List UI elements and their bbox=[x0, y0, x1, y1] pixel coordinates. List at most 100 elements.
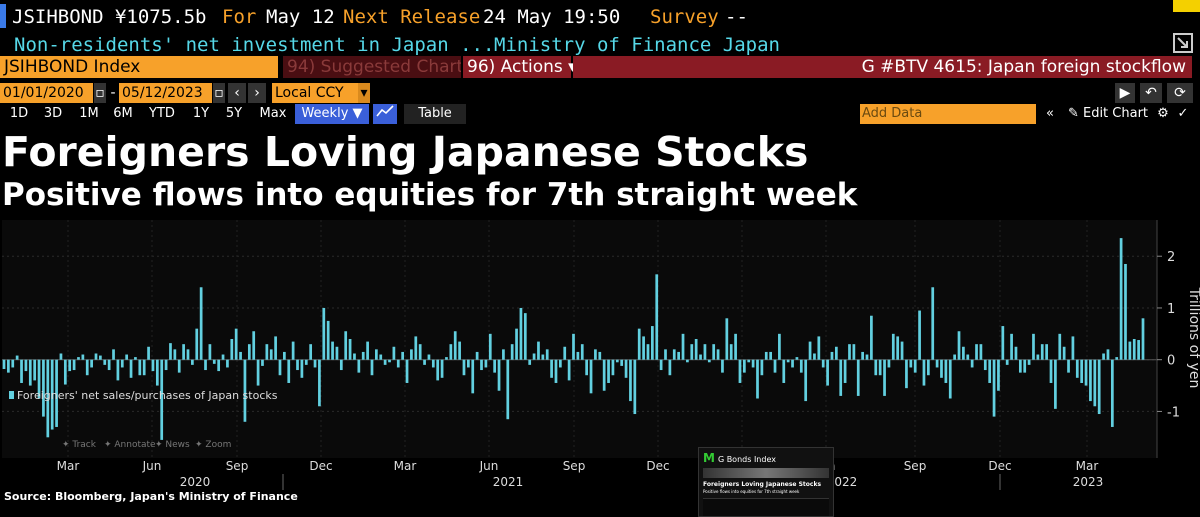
bar bbox=[195, 328, 199, 360]
bar bbox=[484, 359, 488, 368]
end-calendar-icon[interactable]: ▫ bbox=[213, 83, 225, 103]
chart-tool-news[interactable]: ✦ News bbox=[155, 440, 190, 450]
x-tick-label: Mar bbox=[1076, 459, 1099, 473]
expand-icon[interactable] bbox=[1172, 32, 1194, 59]
chart-tools-icon[interactable]: ✓ bbox=[1177, 106, 1189, 121]
bar bbox=[712, 344, 716, 360]
bar bbox=[926, 359, 930, 376]
bar bbox=[1023, 359, 1027, 373]
period-5y[interactable]: 5Y bbox=[225, 106, 243, 121]
bar bbox=[992, 359, 996, 417]
bar bbox=[1110, 359, 1114, 427]
bar bbox=[506, 359, 510, 420]
suggested-charts-button[interactable]: 94) Suggested Charts bbox=[283, 56, 461, 78]
start-date-field[interactable]: 01/01/2020 bbox=[0, 83, 93, 103]
line-chart-icon[interactable] bbox=[373, 104, 397, 124]
bar-chart[interactable]: 2 1 0 -1 Trillions of yen Mar Jun Sep Dec Mar Jun S… bbox=[0, 218, 1200, 490]
currency-select[interactable]: Local CCY bbox=[272, 83, 358, 103]
thumbnail-headline: Foreigners Loving Japanese Stocks bbox=[703, 481, 822, 488]
bar bbox=[160, 359, 164, 440]
bar bbox=[134, 357, 137, 360]
for-label: For bbox=[222, 6, 257, 28]
chart-settings-icon[interactable]: ⚙ bbox=[1157, 106, 1169, 121]
bar bbox=[1062, 346, 1066, 360]
bar bbox=[423, 359, 426, 365]
bar bbox=[887, 359, 891, 368]
bar bbox=[42, 359, 45, 417]
edit-chart-button[interactable]: ✎ Edit Chart bbox=[1067, 106, 1149, 121]
x-year-label: 2021 bbox=[493, 475, 524, 489]
bar bbox=[554, 359, 558, 383]
collapse-icon[interactable]: « bbox=[1046, 106, 1054, 121]
chart-tool-zoom[interactable]: ✦ Zoom bbox=[195, 440, 231, 450]
x-tick-label: Dec bbox=[988, 459, 1011, 473]
bar bbox=[651, 326, 654, 360]
rewind-icon[interactable]: ▶ bbox=[1115, 83, 1135, 103]
corner-flag-icon[interactable] bbox=[1173, 0, 1200, 12]
bar bbox=[488, 333, 492, 360]
bar bbox=[629, 359, 632, 402]
bar bbox=[839, 359, 843, 396]
actions-button[interactable]: 96) Actions ▾ bbox=[463, 56, 577, 78]
bar bbox=[550, 359, 553, 378]
prev-period-icon[interactable]: ‹ bbox=[228, 83, 246, 103]
period-6m[interactable]: 6M bbox=[113, 106, 133, 121]
bar bbox=[112, 349, 115, 360]
bar bbox=[15, 355, 19, 360]
bar bbox=[515, 328, 518, 360]
bar bbox=[686, 359, 689, 363]
period-1y[interactable]: 1Y bbox=[192, 106, 210, 121]
refresh-icon[interactable]: ⟳ bbox=[1167, 83, 1193, 103]
bar bbox=[510, 344, 514, 360]
period-3d[interactable]: 3D bbox=[43, 106, 63, 121]
bar bbox=[99, 355, 102, 360]
security-field[interactable]: JSIHBOND Index bbox=[0, 56, 278, 78]
currency-dropdown-icon[interactable]: ▾ bbox=[358, 83, 370, 103]
bar bbox=[410, 349, 413, 360]
bar bbox=[379, 354, 383, 360]
bar bbox=[861, 351, 864, 360]
bar bbox=[90, 359, 93, 368]
bar bbox=[979, 344, 983, 360]
frequency-select[interactable]: Weekly ▼ bbox=[295, 104, 369, 124]
bar bbox=[212, 359, 216, 364]
bar bbox=[611, 359, 615, 376]
bar bbox=[396, 359, 400, 368]
story-title[interactable]: G #BTV 4615: Japan foreign stockflow bbox=[573, 56, 1192, 78]
bar bbox=[742, 359, 746, 373]
bar bbox=[918, 310, 921, 360]
period-max[interactable]: Max bbox=[259, 106, 287, 121]
chart-tool-track[interactable]: ✦ Track bbox=[62, 440, 97, 450]
bar bbox=[681, 333, 685, 360]
bar bbox=[37, 359, 41, 399]
next-period-icon[interactable]: › bbox=[248, 83, 266, 103]
table-button[interactable]: Table bbox=[404, 104, 466, 124]
period-ytd[interactable]: YTD bbox=[149, 106, 175, 121]
chart-area[interactable]: 2 1 0 -1 Trillions of yen Mar Jun Sep Dec Mar Jun S… bbox=[0, 218, 1200, 490]
undo-icon[interactable]: ↶ bbox=[1140, 83, 1162, 103]
period-1m[interactable]: 1M bbox=[79, 106, 99, 121]
bar bbox=[817, 336, 821, 360]
add-data-field[interactable]: Add Data bbox=[860, 104, 1036, 124]
y-tick-label: 1 bbox=[1167, 302, 1175, 317]
bar bbox=[449, 344, 453, 360]
bar bbox=[948, 359, 952, 399]
bar bbox=[191, 359, 194, 365]
bar bbox=[975, 344, 978, 360]
chart-tool-annotate[interactable]: ✦ Annotate bbox=[104, 440, 156, 450]
start-calendar-icon[interactable]: ▫ bbox=[94, 83, 106, 103]
bar bbox=[567, 359, 571, 381]
bar bbox=[572, 333, 575, 360]
end-date-field[interactable]: 05/12/2023 bbox=[119, 83, 212, 103]
ticker-price: JSIHBOND ¥1075.5b bbox=[12, 6, 207, 28]
bar bbox=[361, 351, 365, 360]
bar bbox=[537, 341, 540, 360]
plot-background bbox=[2, 220, 1157, 458]
bar bbox=[335, 346, 339, 360]
bar bbox=[239, 351, 242, 360]
period-1d[interactable]: 1D bbox=[9, 106, 29, 121]
bar bbox=[545, 349, 549, 360]
bar bbox=[440, 359, 444, 378]
bar bbox=[852, 344, 856, 360]
